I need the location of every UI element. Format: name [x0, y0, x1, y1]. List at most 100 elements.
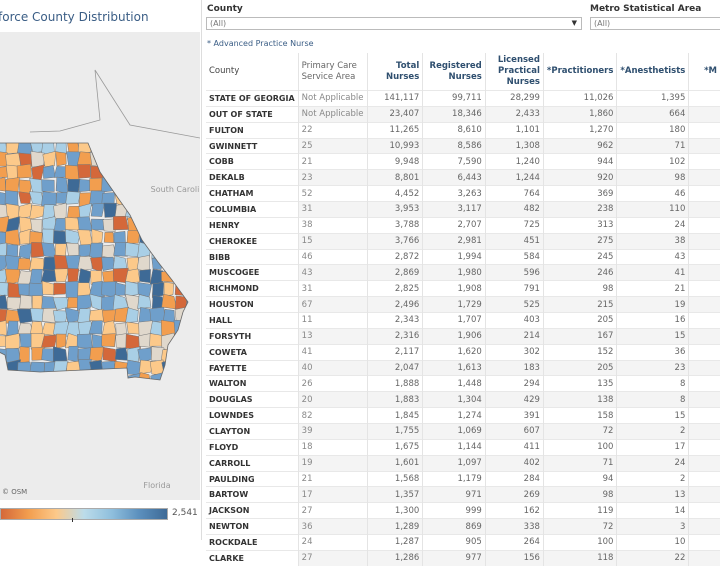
- county-shape[interactable]: [112, 139, 128, 156]
- county-shape[interactable]: [4, 375, 20, 386]
- county-shape[interactable]: [114, 176, 130, 193]
- county-shape[interactable]: [0, 231, 8, 246]
- county-shape[interactable]: [52, 346, 68, 363]
- county-shape[interactable]: [185, 241, 199, 257]
- county-shape[interactable]: [41, 322, 56, 336]
- column-header[interactable]: *M: [688, 53, 720, 91]
- table-row[interactable]: CLAYTON 39 1,755 1,069 607 72 2: [206, 423, 720, 440]
- county-shape[interactable]: [103, 232, 114, 243]
- county-shape[interactable]: [126, 229, 141, 244]
- county-shape[interactable]: [175, 191, 189, 207]
- county-shape[interactable]: [78, 358, 92, 375]
- county-shape[interactable]: [30, 151, 46, 168]
- county-shape[interactable]: [65, 373, 79, 387]
- county-shape[interactable]: [0, 372, 7, 386]
- county-shape[interactable]: [6, 244, 19, 258]
- county-shape[interactable]: [149, 359, 164, 376]
- msa-filter-dropdown[interactable]: (All): [590, 17, 720, 30]
- table-row[interactable]: HOUSTON 67 2,496 1,729 525 215 19: [206, 296, 720, 313]
- county-shape[interactable]: [160, 230, 177, 247]
- county-shape[interactable]: [55, 176, 69, 195]
- county-shape[interactable]: [125, 163, 140, 180]
- county-shape[interactable]: [138, 216, 153, 234]
- county-shape[interactable]: [124, 191, 139, 208]
- table-row[interactable]: BARTOW 17 1,357 971 269 98 13: [206, 486, 720, 503]
- county-shape[interactable]: [4, 190, 19, 206]
- county-shape[interactable]: [19, 333, 33, 348]
- column-header[interactable]: Registered Nurses: [422, 53, 486, 91]
- county-shape[interactable]: [175, 151, 187, 168]
- county-shape[interactable]: [175, 228, 189, 245]
- county-shape[interactable]: [65, 191, 81, 205]
- county-shape[interactable]: [67, 345, 79, 363]
- county-shape[interactable]: [126, 346, 141, 363]
- county-shape[interactable]: [115, 282, 126, 296]
- county-shape[interactable]: [185, 346, 200, 361]
- county-shape[interactable]: [173, 375, 188, 389]
- county-shape[interactable]: [149, 268, 164, 285]
- county-shape[interactable]: [137, 204, 153, 220]
- column-header[interactable]: Licensed Practical Nurses: [484, 53, 544, 91]
- county-shape[interactable]: [42, 256, 57, 272]
- county-shape[interactable]: [174, 347, 188, 362]
- county-shape[interactable]: [102, 346, 117, 363]
- county-shape[interactable]: [115, 166, 127, 180]
- county-shape[interactable]: [41, 280, 57, 296]
- county-shape[interactable]: [125, 333, 141, 349]
- county-shape[interactable]: [18, 346, 30, 364]
- county-shape[interactable]: [17, 138, 34, 156]
- county-shape[interactable]: [124, 280, 141, 297]
- county-shape[interactable]: [173, 256, 188, 273]
- county-shape[interactable]: [185, 165, 200, 178]
- table-row[interactable]: FAYETTE 40 2,047 1,613 183 205 23: [206, 359, 720, 376]
- county-shape[interactable]: [28, 282, 45, 297]
- county-shape[interactable]: [136, 166, 153, 181]
- county-shape[interactable]: [138, 359, 153, 375]
- county-shape[interactable]: [185, 280, 200, 299]
- table-row[interactable]: WALTON 26 1,888 1,448 294 135 8: [206, 375, 720, 392]
- county-shape[interactable]: [77, 256, 93, 272]
- county-shape[interactable]: [29, 204, 46, 221]
- county-shape[interactable]: [101, 333, 116, 348]
- county-shape[interactable]: [89, 242, 104, 259]
- county-shape[interactable]: [54, 268, 70, 283]
- county-shape[interactable]: [185, 139, 198, 155]
- table-row[interactable]: CHEROKEE 15 3,766 2,981 451 275 38: [206, 232, 720, 250]
- table-row[interactable]: HALL 11 2,343 1,707 403 205 16: [206, 312, 720, 329]
- county-shape[interactable]: [173, 242, 187, 258]
- county-shape[interactable]: [88, 320, 103, 335]
- county-map[interactable]: South Carolina Florida: [0, 32, 200, 500]
- county-shape[interactable]: [185, 228, 199, 244]
- county-shape[interactable]: [40, 374, 58, 388]
- table-row[interactable]: NEWTON 36 1,289 869 338 72 3: [206, 518, 720, 535]
- table-row[interactable]: CLARKE 27 1,286 977 156 118 22: [206, 549, 720, 566]
- county-shape[interactable]: [16, 163, 32, 179]
- county-shape[interactable]: [77, 308, 91, 323]
- county-shape[interactable]: [136, 255, 150, 272]
- county-shape[interactable]: [0, 320, 7, 336]
- county-shape[interactable]: [29, 178, 44, 194]
- county-shape[interactable]: [127, 178, 139, 193]
- county-shape[interactable]: [103, 202, 117, 218]
- county-shape[interactable]: [163, 372, 177, 388]
- county-shape[interactable]: [162, 255, 176, 272]
- county-shape[interactable]: [186, 360, 200, 377]
- county-shape[interactable]: [41, 179, 55, 192]
- table-row[interactable]: GWINNETT 25 10,993 8,586 1,308 962 71: [206, 137, 720, 154]
- county-shape[interactable]: [163, 216, 177, 233]
- county-shape[interactable]: [113, 371, 127, 387]
- county-shape[interactable]: [149, 306, 166, 323]
- county-shape[interactable]: [88, 280, 105, 298]
- county-shape[interactable]: [149, 164, 165, 181]
- county-shape[interactable]: [29, 268, 43, 285]
- table-row[interactable]: CHATHAM 52 4,452 3,263 764 369 46: [206, 185, 720, 202]
- county-shape[interactable]: [5, 333, 20, 350]
- county-shape[interactable]: [173, 163, 189, 180]
- county-shape[interactable]: [52, 360, 69, 376]
- column-header[interactable]: County: [209, 66, 240, 76]
- county-shape[interactable]: [137, 294, 152, 310]
- table-row[interactable]: FULTON 22 11,265 8,610 1,101 1,270 180: [206, 121, 720, 139]
- table-row[interactable]: PAULDING 21 1,568 1,179 284 94 2: [206, 470, 720, 487]
- county-shape[interactable]: [125, 294, 140, 311]
- county-shape[interactable]: [55, 140, 67, 155]
